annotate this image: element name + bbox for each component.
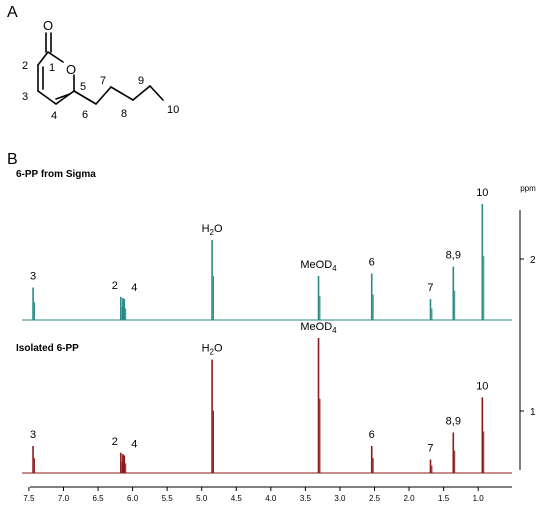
spectrum-isolated	[22, 338, 512, 474]
atom-number-4: 4	[51, 110, 57, 122]
x-axis: 7.5 7.0 6.5 6.0 5.5 5.0 4.5 4.0 3.5 3.0 2.5 2.0 1.5 1…	[23, 486, 512, 503]
atom-number-10: 10	[167, 104, 179, 116]
peak-label: 7	[427, 443, 433, 455]
bond-c4-c3	[37, 90, 57, 105]
x-axis-title: ppm	[520, 184, 536, 193]
peak-label: 10	[476, 380, 488, 392]
x-tick-label: 5.0	[196, 494, 208, 503]
peak-label: 7	[427, 282, 433, 294]
spectrum-sigma	[22, 204, 512, 321]
peak-label: MeOD4	[300, 259, 337, 273]
bond-c7-c8	[110, 86, 134, 101]
atom-number-6: 6	[82, 109, 88, 121]
peak-label: 3	[30, 271, 36, 283]
track-label: 2	[530, 255, 536, 266]
x-tick-label: 4.0	[265, 494, 277, 503]
atom-number-2: 2	[22, 60, 28, 72]
x-tick-label: 3.0	[334, 494, 346, 503]
x-tick-label: 5.5	[162, 494, 174, 503]
ring-oxygen: O	[66, 62, 76, 77]
bond-c2-c1	[37, 51, 49, 66]
peak-label: 3	[30, 429, 36, 441]
peak-label: 6	[369, 257, 375, 269]
bond-c6-c7	[95, 86, 112, 105]
peak-label: 4	[131, 282, 137, 294]
atom-number-3: 3	[22, 91, 28, 103]
peak-label: 2	[112, 436, 118, 448]
bond-c5-c4	[55, 90, 75, 105]
track-label: 1	[530, 407, 536, 418]
bond-c9-c10	[149, 85, 164, 101]
series-title-isolated: Isolated 6-PP	[16, 343, 79, 354]
peak-label: 10	[476, 187, 488, 199]
x-tick-label: 2.0	[403, 494, 415, 503]
peak-label: H2O	[202, 223, 223, 237]
atom-number-1: 1	[49, 62, 55, 74]
bond-c1-o	[47, 51, 64, 63]
peak-label: H2O	[202, 343, 223, 357]
panel-label-b: B	[7, 151, 18, 168]
peak-label: 2	[112, 280, 118, 292]
x-tick-label: 3.5	[300, 494, 312, 503]
bond-c5-c4-inner	[55, 93, 71, 100]
atom-number-7: 7	[100, 75, 106, 87]
x-tick-label: 1.0	[473, 494, 485, 503]
molecule-structure	[37, 32, 164, 105]
track-axis: ppm 1 2	[519, 184, 536, 470]
x-tick-label: 2.5	[369, 494, 381, 503]
peak-label: 8,9	[446, 416, 461, 428]
peak-labels: 3 2 4 H2O MeOD4 6 7 8,9 10 3 2 4 H2O MeOD4 6 7 8,9 10	[30, 187, 488, 455]
x-tick-label: 4.5	[231, 494, 243, 503]
bond-c5-c6	[73, 90, 97, 105]
peak-label: 4	[131, 438, 137, 450]
panel-label-a: A	[7, 4, 18, 21]
x-tick-label: 7.5	[23, 494, 35, 503]
peak-label: MeOD4	[300, 321, 337, 335]
x-tick-label: 6.0	[127, 494, 139, 503]
x-tick-label: 1.5	[438, 494, 450, 503]
x-tick-label: 7.0	[58, 494, 70, 503]
nmr-spectra	[22, 204, 512, 474]
atom-number-5: 5	[80, 81, 86, 93]
x-tick-label: 6.5	[92, 494, 104, 503]
bond-c8-c9	[132, 85, 151, 101]
peak-label: 8,9	[446, 250, 461, 262]
atom-number-8: 8	[121, 108, 127, 120]
series-title-sigma: 6-PP from Sigma	[16, 169, 96, 180]
carbonyl-oxygen: O	[43, 18, 53, 33]
atom-number-9: 9	[138, 75, 144, 87]
peak-label: 6	[369, 429, 375, 441]
